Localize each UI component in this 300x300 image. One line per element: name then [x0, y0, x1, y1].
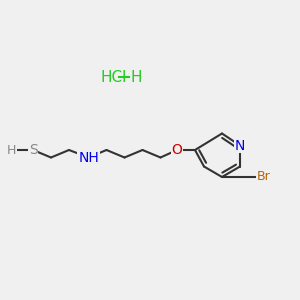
Text: O: O	[172, 143, 182, 157]
Text: Br: Br	[256, 170, 270, 184]
Text: NH: NH	[78, 151, 99, 164]
Text: H: H	[7, 143, 16, 157]
Text: HCl: HCl	[101, 70, 127, 86]
Text: N: N	[235, 139, 245, 152]
Text: S: S	[28, 143, 38, 157]
Text: H: H	[131, 70, 142, 86]
